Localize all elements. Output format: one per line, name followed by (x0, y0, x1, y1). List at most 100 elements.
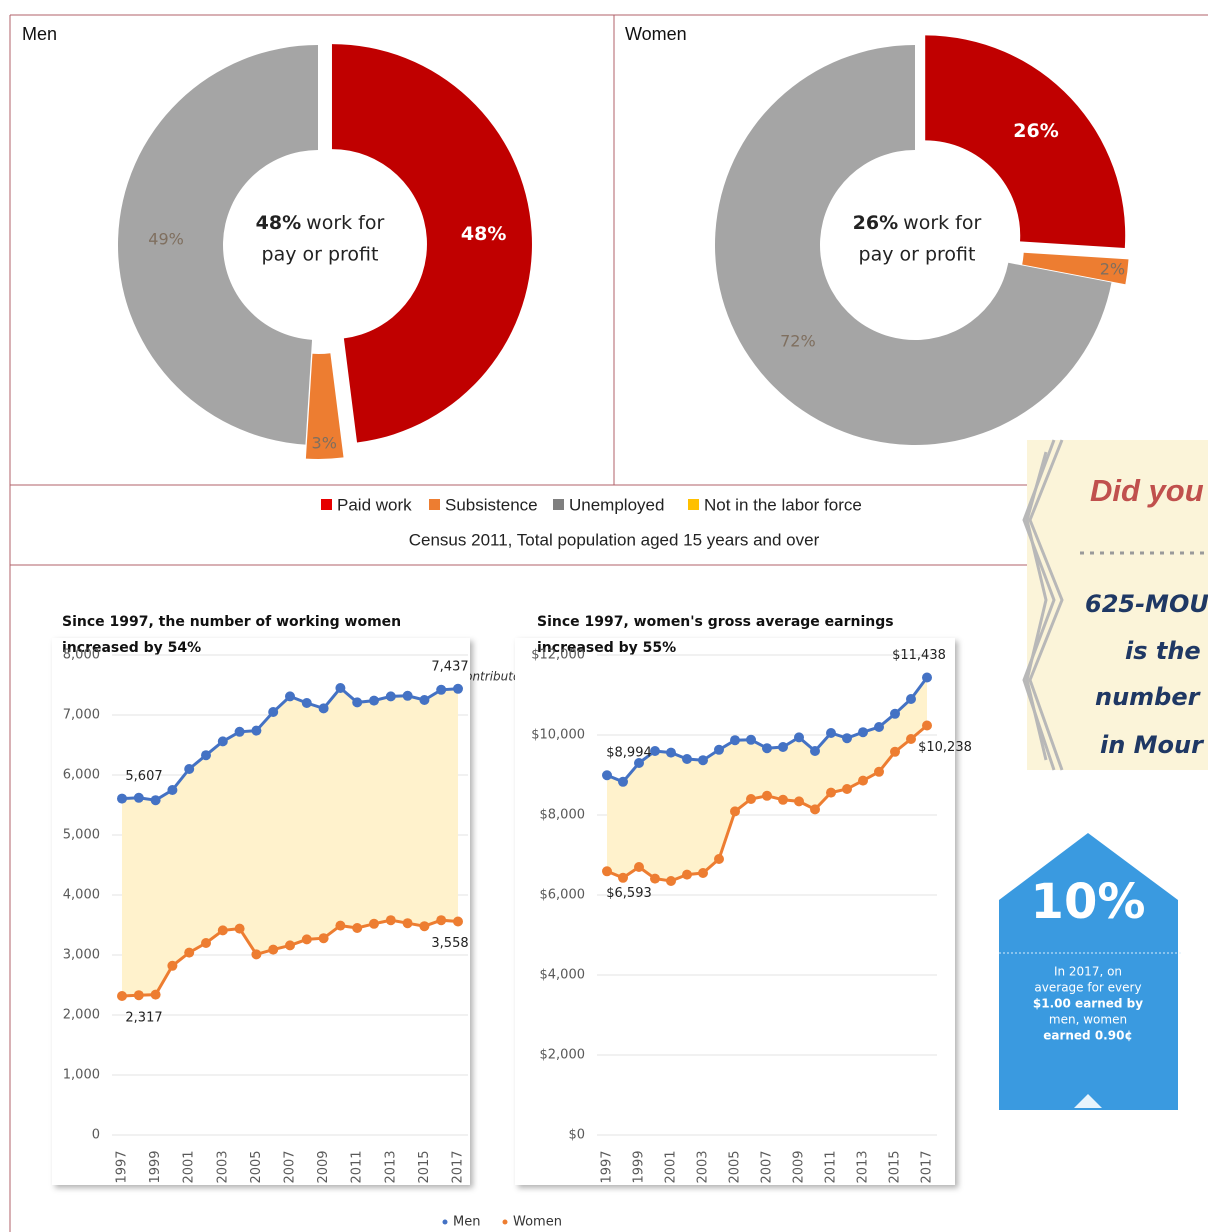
center-label-text: work for (903, 212, 981, 234)
data-point (217, 925, 228, 936)
y-tick-label: $8,000 (540, 808, 586, 823)
legend-swatch (321, 499, 332, 510)
legend-swatch (502, 1219, 508, 1225)
callout-line: in Mour s (1100, 731, 1208, 759)
chevrons (1022, 439, 1064, 771)
data-point (335, 683, 346, 693)
data-point (874, 766, 884, 777)
data-point (826, 728, 836, 738)
data-point (810, 746, 820, 756)
badge-line: average for every (1034, 981, 1141, 995)
chart-title: Men (22, 24, 57, 44)
data-point (602, 866, 612, 877)
data-point (682, 869, 692, 880)
legend-swatch (688, 499, 699, 510)
data-point (858, 727, 868, 738)
x-tick-label: 2011 (824, 1150, 839, 1183)
y-tick-label: $4,000 (540, 968, 586, 983)
donut-slice (1022, 252, 1129, 285)
x-tick-label: 2013 (383, 1150, 398, 1183)
data-point (810, 804, 820, 815)
legend-label: Men (453, 1215, 480, 1230)
data-label: 5,607 (125, 769, 162, 784)
x-tick-label: 2009 (316, 1150, 331, 1183)
data-point (402, 690, 413, 701)
x-tick-label: 2015 (888, 1150, 903, 1183)
data-point (714, 854, 724, 864)
data-point (150, 795, 161, 806)
data-point (217, 736, 228, 747)
data-point (251, 725, 262, 736)
data-point (419, 921, 430, 932)
data-point (698, 868, 708, 878)
data-label: $11,438 (892, 648, 946, 663)
y-tick-label: 1,000 (63, 1068, 100, 1083)
callout-heading: Did you k (1090, 473, 1208, 508)
data-point (842, 784, 852, 794)
x-tick-label: 2007 (283, 1150, 298, 1183)
badge: 10% In 2017, on average for every $1.00 … (999, 833, 1182, 1110)
x-tick-label: 2007 (760, 1150, 775, 1183)
data-point (762, 790, 772, 801)
data-label: 2% (1100, 259, 1125, 278)
data-point (698, 755, 708, 766)
center-label: 48% work for (256, 212, 385, 234)
legend-label: Not in the labor force (704, 495, 862, 514)
data-point (730, 806, 740, 817)
center-label-text: work for (306, 212, 384, 234)
legend-caption: Census 2011, Total population aged 15 ye… (409, 530, 820, 549)
data-point (150, 989, 161, 1000)
data-point (778, 742, 788, 752)
data-point (184, 947, 195, 958)
center-label: pay or profit (859, 244, 976, 266)
data-point (117, 793, 127, 804)
data-point (285, 691, 295, 702)
data-label: $10,238 (918, 740, 972, 755)
data-point (436, 915, 447, 926)
callout-line: 625-MOUR (1085, 590, 1208, 618)
center-label-value: 26% (853, 212, 898, 234)
legend-label: Unemployed (569, 495, 664, 514)
chart-title: Since 1997, the number of working women (62, 614, 401, 630)
chevron (1025, 451, 1048, 761)
callout: Did you k 625-MOUR is the pr number fo i… (1022, 439, 1208, 771)
badge-headline: 10% (1031, 874, 1146, 930)
data-point (184, 764, 195, 774)
donut-slice (331, 44, 532, 443)
y-tick-label: $6,000 (540, 888, 586, 903)
data-point (922, 720, 932, 731)
data-point (402, 918, 413, 929)
data-point (842, 733, 852, 744)
data-point (666, 747, 676, 758)
data-point (234, 726, 245, 737)
center-label: 26% work for (853, 212, 982, 234)
data-point (730, 735, 740, 746)
data-point (285, 940, 295, 951)
x-tick-label: 2001 (182, 1150, 197, 1183)
x-tick-label: 2015 (417, 1150, 432, 1183)
legend-label: Paid work (337, 495, 412, 514)
data-point (922, 672, 932, 683)
data-point (335, 920, 346, 931)
data-point (201, 938, 211, 948)
x-tick-label: 2017 (451, 1150, 466, 1183)
data-label: $8,994 (606, 746, 652, 761)
data-label: 3% (312, 433, 337, 452)
data-point (650, 746, 660, 756)
chart-title: increased by 54% (62, 640, 201, 656)
data-point (906, 734, 916, 744)
data-point (352, 697, 363, 708)
data-point (318, 933, 329, 944)
y-tick-label: 3,000 (63, 948, 100, 963)
center-label-value: 48% (256, 212, 301, 234)
badge-line: earned 0.90¢ (1043, 1029, 1133, 1043)
x-tick-label: 2011 (350, 1150, 365, 1183)
data-point (133, 990, 144, 1001)
data-point (234, 923, 245, 934)
x-tick-label: 1997 (600, 1150, 615, 1183)
y-tick-label: 4,000 (63, 888, 100, 903)
y-tick-label: 2,000 (63, 1008, 100, 1023)
data-point (268, 707, 279, 717)
data-point (201, 750, 211, 761)
data-point (634, 862, 644, 872)
